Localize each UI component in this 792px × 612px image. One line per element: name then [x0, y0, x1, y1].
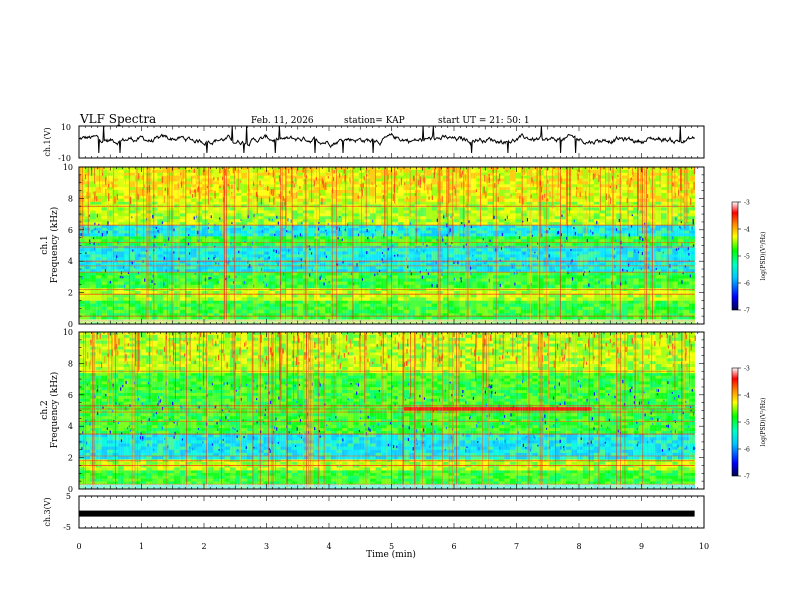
ch1-waveform-panel: 10 -10 ch.1(V): [43, 123, 705, 163]
ch1-waveform-time-ticks: [78, 126, 705, 158]
figure-title: VLF Spectra: [79, 112, 156, 126]
station-label: station= KAP: [344, 116, 405, 126]
start-time-label: start UT = 21: 50: 1: [438, 116, 530, 126]
date-label: Feb. 11, 2026: [251, 116, 314, 126]
ch1-waveform-trace: [78, 126, 695, 154]
ch1-ytick-top: 10: [61, 123, 71, 132]
ch1-waveform-ylabel: ch.1(V): [43, 127, 52, 156]
ch1-ytick-bottom: -10: [58, 154, 71, 163]
